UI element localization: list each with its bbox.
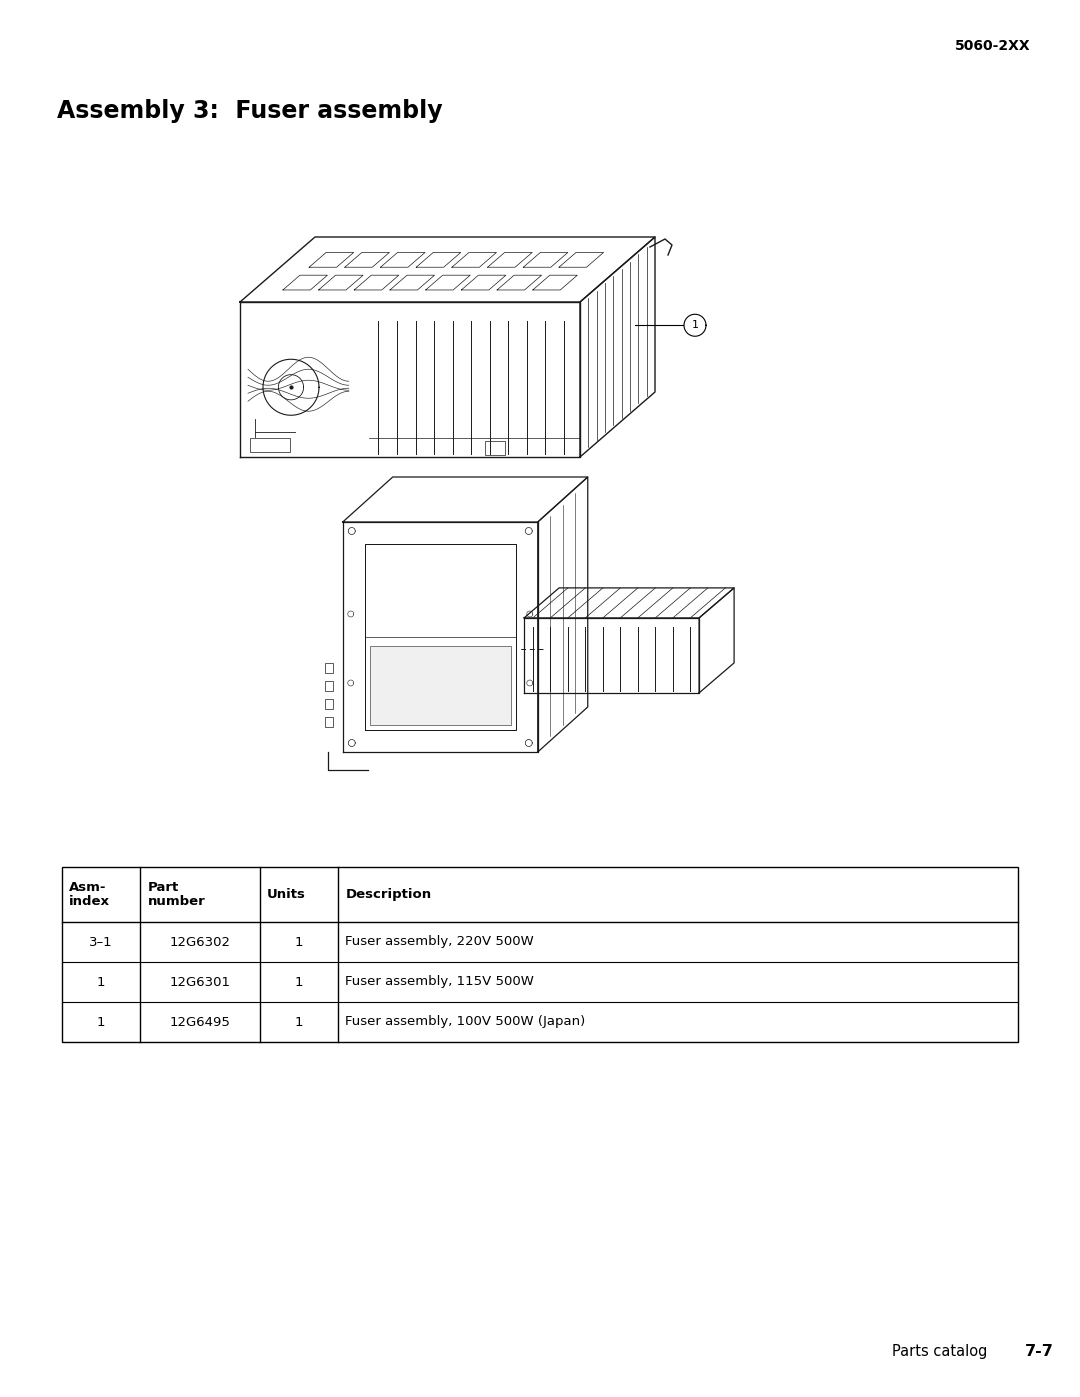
Bar xyxy=(325,717,333,726)
Text: Fuser assembly, 100V 500W (Japan): Fuser assembly, 100V 500W (Japan) xyxy=(346,1016,585,1028)
Text: 1: 1 xyxy=(97,975,106,989)
Text: 1: 1 xyxy=(691,320,699,330)
Text: index: index xyxy=(69,895,110,908)
Text: 3–1: 3–1 xyxy=(90,936,113,949)
Bar xyxy=(485,441,505,455)
Text: 12G6301: 12G6301 xyxy=(170,975,231,989)
Text: Description: Description xyxy=(346,888,431,901)
Text: Parts catalog: Parts catalog xyxy=(892,1344,987,1359)
Bar xyxy=(325,698,333,710)
Text: 1: 1 xyxy=(97,1016,106,1028)
Text: Fuser assembly, 115V 500W: Fuser assembly, 115V 500W xyxy=(346,975,535,989)
Text: Fuser assembly, 220V 500W: Fuser assembly, 220V 500W xyxy=(346,936,534,949)
Text: 1: 1 xyxy=(295,936,303,949)
Text: 1: 1 xyxy=(295,1016,303,1028)
Bar xyxy=(325,680,333,692)
Text: 7-7: 7-7 xyxy=(1025,1344,1054,1359)
Bar xyxy=(62,868,1018,1042)
Bar xyxy=(369,645,511,725)
Text: Asm-: Asm- xyxy=(69,882,107,894)
Text: 1: 1 xyxy=(295,975,303,989)
Text: Assembly 3:  Fuser assembly: Assembly 3: Fuser assembly xyxy=(57,99,443,123)
Bar xyxy=(249,439,291,453)
Text: Units: Units xyxy=(267,888,306,901)
Text: 5060-2XX: 5060-2XX xyxy=(955,39,1030,53)
Text: 12G6495: 12G6495 xyxy=(170,1016,230,1028)
Text: 12G6302: 12G6302 xyxy=(170,936,231,949)
Text: Part: Part xyxy=(147,882,178,894)
Text: number: number xyxy=(147,895,205,908)
Bar xyxy=(325,664,333,673)
